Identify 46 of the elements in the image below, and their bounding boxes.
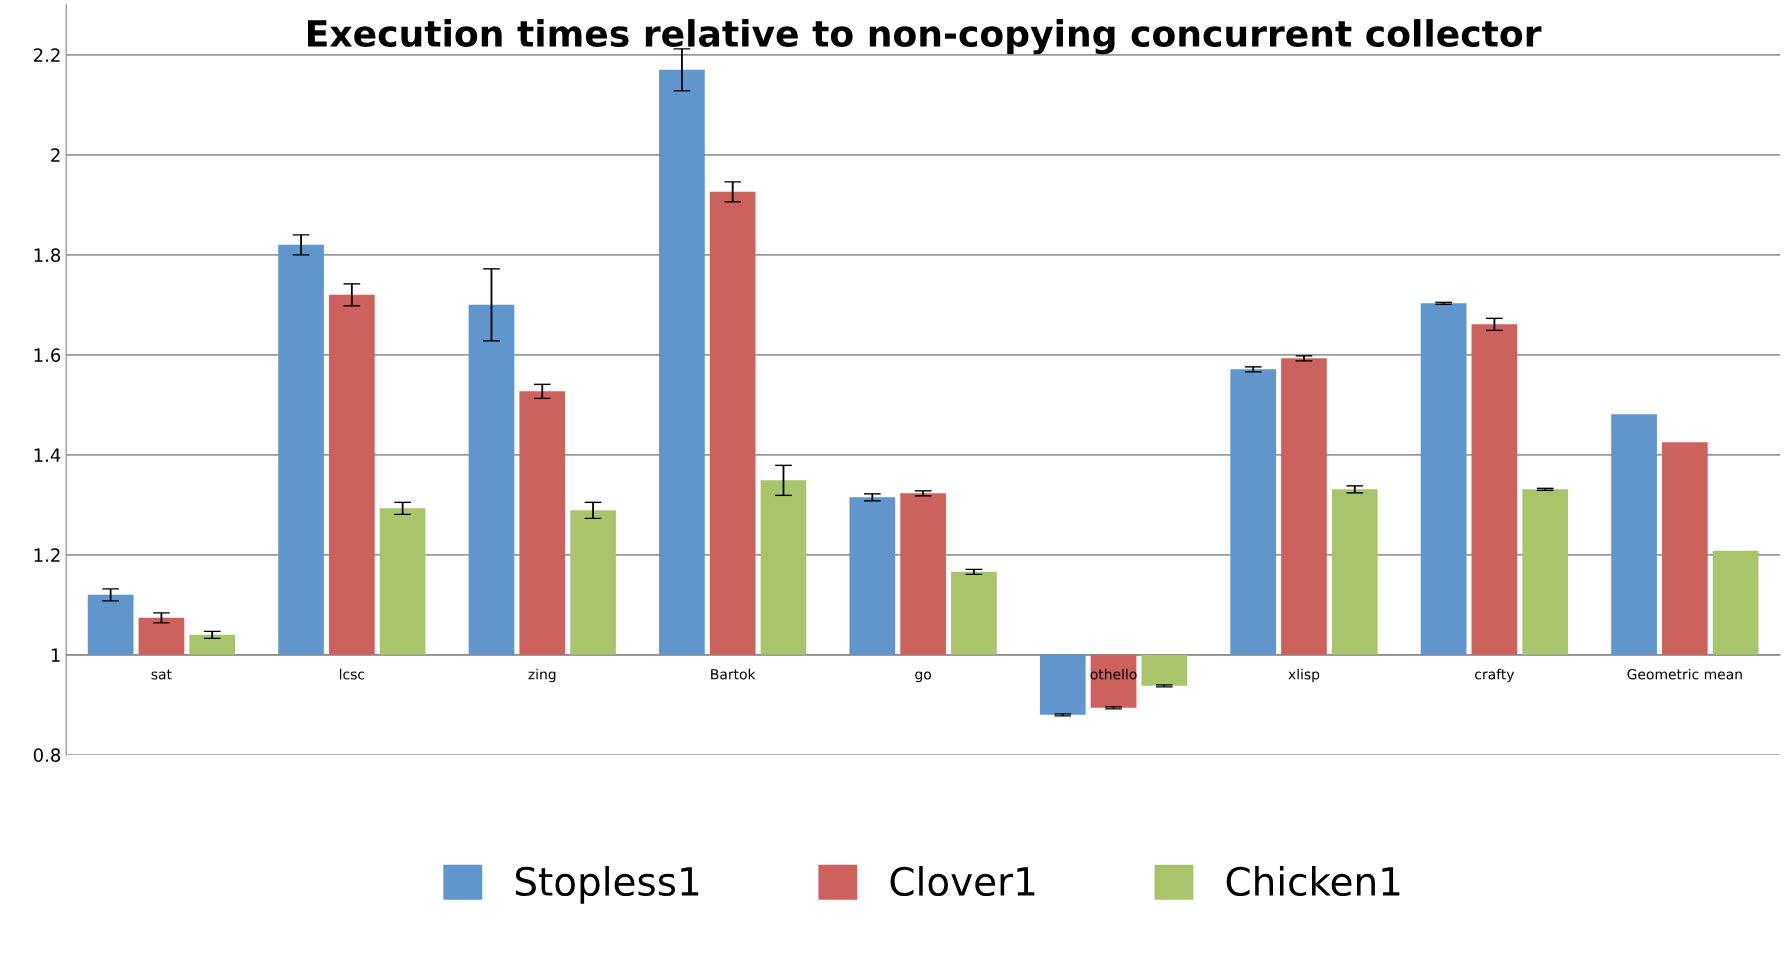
y-tick-label: 2 bbox=[51, 148, 60, 162]
legend-label: Chicken1 bbox=[1226, 866, 1400, 897]
bar bbox=[1712, 550, 1759, 655]
x-tick-label: lcsc bbox=[339, 668, 365, 680]
bar bbox=[1331, 489, 1378, 655]
bar bbox=[1522, 489, 1569, 655]
y-tick-label: 0.8 bbox=[33, 748, 61, 762]
bar bbox=[1471, 324, 1518, 655]
bar bbox=[1141, 654, 1188, 686]
bar bbox=[328, 294, 375, 655]
y-tick-label: 2.2 bbox=[33, 48, 60, 62]
y-tick-label: 1.6 bbox=[34, 348, 61, 362]
bar bbox=[659, 69, 705, 655]
bar bbox=[138, 617, 185, 655]
bar bbox=[1281, 358, 1327, 655]
bar bbox=[900, 493, 946, 655]
legend-label: Stopless1 bbox=[515, 866, 699, 904]
bar bbox=[1039, 654, 1086, 715]
bar bbox=[468, 304, 515, 655]
bar bbox=[87, 594, 134, 655]
x-tick-label: go bbox=[915, 671, 932, 683]
bar bbox=[379, 508, 426, 655]
bar bbox=[189, 634, 236, 655]
x-tick-label: Geometric mean bbox=[1627, 668, 1742, 680]
bar bbox=[1661, 442, 1708, 655]
bar bbox=[278, 244, 324, 655]
x-tick-label: sat bbox=[151, 669, 172, 680]
bar bbox=[1230, 369, 1277, 655]
x-tick-label: xlisp bbox=[1288, 668, 1320, 683]
bar bbox=[760, 480, 807, 655]
bar bbox=[849, 497, 896, 655]
x-tick-label: Bartok bbox=[711, 668, 756, 680]
bar bbox=[1611, 414, 1657, 655]
y-tick-label: 1.8 bbox=[34, 248, 61, 262]
x-tick-label: crafty bbox=[1475, 668, 1515, 683]
bar bbox=[709, 191, 756, 655]
y-tick-label: 1 bbox=[51, 648, 60, 662]
legend-label: Clover1 bbox=[890, 866, 1035, 897]
y-tick-label: 1.4 bbox=[34, 448, 61, 462]
bar bbox=[1420, 303, 1467, 655]
chart-title: Execution times relative to non-copying concurrent collector bbox=[308, 19, 1542, 55]
x-tick-label: zing bbox=[528, 668, 556, 683]
y-tick-label: 1.2 bbox=[34, 548, 60, 562]
bar bbox=[570, 510, 616, 655]
bar bbox=[519, 391, 566, 655]
bar bbox=[951, 571, 997, 655]
